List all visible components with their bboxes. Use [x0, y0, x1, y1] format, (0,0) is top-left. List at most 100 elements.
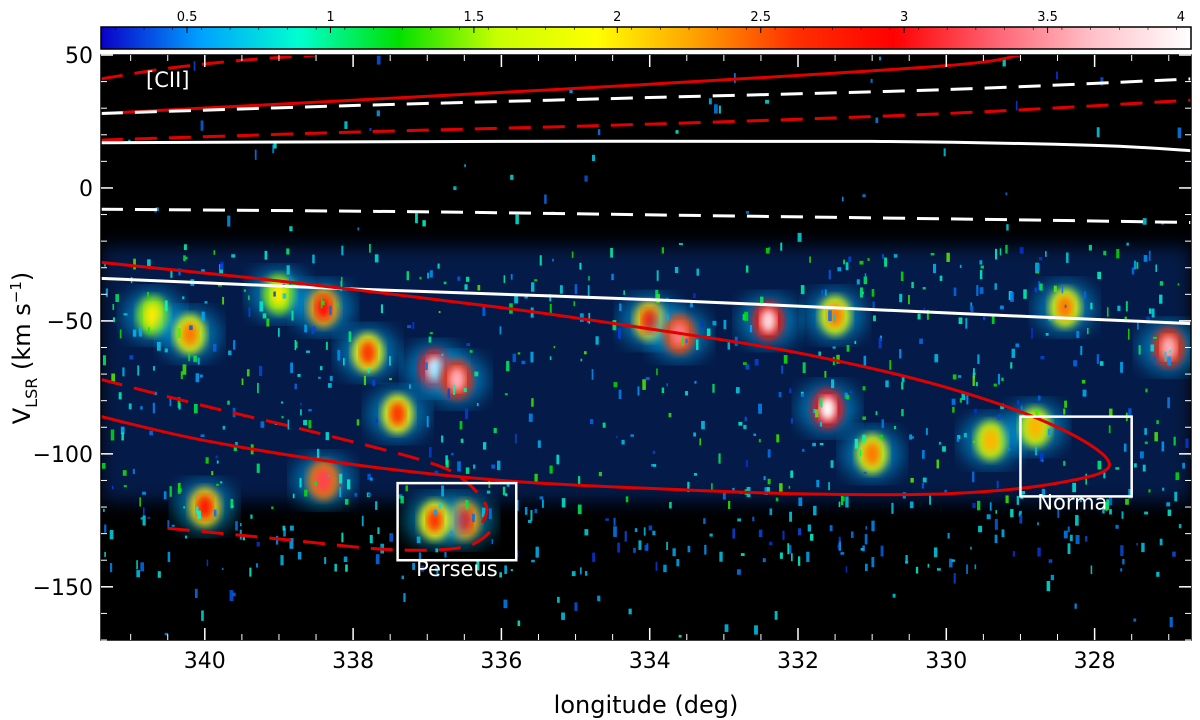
model-curve — [101, 77, 1191, 115]
region-boxes — [396, 415, 1133, 562]
noise-speck — [700, 321, 704, 328]
noise-speck — [1126, 242, 1129, 246]
model-curve — [101, 260, 1111, 497]
noise-speck — [271, 506, 274, 510]
noise-speck — [828, 482, 830, 491]
noise-speck — [646, 543, 649, 551]
noise-speck — [611, 273, 614, 281]
model-curve — [101, 276, 1191, 326]
noise-speck — [343, 358, 345, 366]
noise-speck — [530, 510, 533, 521]
noise-speck — [860, 548, 864, 551]
noise-speck — [1097, 271, 1102, 280]
noise-speck — [1050, 574, 1055, 581]
noise-speck — [921, 482, 925, 489]
noise-speck — [510, 274, 513, 280]
noise-speck — [752, 516, 755, 522]
emission-clump-core — [1027, 415, 1044, 440]
noise-speck — [1045, 333, 1049, 336]
noise-speck — [712, 383, 715, 393]
noise-speck — [854, 340, 857, 344]
noise-speck — [598, 471, 602, 477]
noise-speck — [222, 296, 225, 305]
noise-speck — [407, 325, 411, 329]
noise-speck — [905, 555, 908, 564]
noise-speck — [1124, 316, 1127, 319]
x-tick-label: 340 — [184, 649, 226, 674]
colorbar: 0.5 1 1.5 2 2.5 3 3.5 4 — [100, 10, 1192, 50]
noise-speck — [204, 301, 208, 304]
noise-speck — [922, 477, 927, 483]
noise-speck — [642, 379, 646, 390]
noise-speck — [110, 562, 113, 573]
noise-speck — [666, 541, 668, 550]
noise-speck — [908, 294, 910, 305]
noise-speck — [183, 244, 187, 251]
noise-speck — [488, 508, 492, 520]
noise-speck — [535, 546, 539, 558]
noise-speck — [556, 454, 560, 465]
noise-speck — [313, 326, 316, 333]
noise-speck — [289, 226, 293, 232]
noise-speck — [645, 376, 650, 381]
noise-speck — [893, 425, 897, 430]
noise-speck — [427, 272, 429, 279]
x-tick-label: 336 — [480, 649, 522, 674]
noise-speck — [337, 302, 339, 307]
noise-speck — [450, 530, 453, 536]
noise-speck — [103, 508, 105, 512]
noise-speck — [1037, 395, 1041, 401]
noise-speck — [527, 519, 532, 523]
noise-speck — [798, 528, 802, 536]
noise-speck — [282, 525, 286, 531]
x-tick-label: 328 — [1074, 649, 1116, 674]
noise-speck — [676, 559, 680, 567]
noise-speck — [561, 612, 565, 620]
noise-speck — [142, 507, 145, 516]
noise-speck — [718, 105, 721, 114]
noise-speck — [758, 529, 763, 538]
noise-speck — [884, 257, 888, 267]
noise-speck — [970, 546, 972, 550]
noise-speck — [1159, 538, 1163, 546]
noise-speck — [589, 419, 594, 425]
noise-speck — [678, 242, 683, 246]
noise-speck — [486, 490, 491, 494]
noise-speck — [699, 438, 702, 446]
noise-speck — [272, 144, 275, 154]
noise-speck — [767, 478, 771, 485]
noise-speck — [667, 314, 669, 321]
noise-speck — [1001, 377, 1004, 382]
noise-speck — [530, 351, 534, 363]
noise-speck — [361, 515, 364, 527]
noise-speck — [974, 564, 977, 570]
noise-speck — [1117, 305, 1121, 311]
noise-speck — [1015, 100, 1018, 111]
region-box — [396, 481, 518, 562]
noise-speck — [862, 416, 867, 420]
noise-speck — [633, 547, 636, 553]
noise-speck — [473, 464, 476, 469]
noise-speck — [922, 449, 925, 459]
noise-speck — [816, 479, 820, 488]
noise-speck — [167, 520, 170, 530]
noise-speck — [740, 553, 745, 556]
noise-speck — [183, 506, 185, 509]
noise-speck — [837, 544, 840, 550]
noise-speck — [138, 327, 143, 337]
noise-speck — [1120, 361, 1123, 373]
noise-speck — [1008, 448, 1011, 451]
noise-speck — [155, 207, 159, 212]
noise-speck — [952, 374, 957, 380]
noise-speck — [553, 345, 556, 349]
noise-speck — [832, 346, 836, 349]
noise-speck — [944, 489, 947, 494]
noise-speck — [1061, 285, 1064, 294]
noise-speck — [901, 382, 904, 390]
noise-speck — [403, 593, 406, 602]
noise-speck — [753, 433, 757, 436]
noise-speck — [789, 511, 793, 522]
noise-speck — [885, 380, 889, 388]
x-tick-label: 330 — [925, 649, 967, 674]
noise-speck — [1041, 459, 1044, 462]
